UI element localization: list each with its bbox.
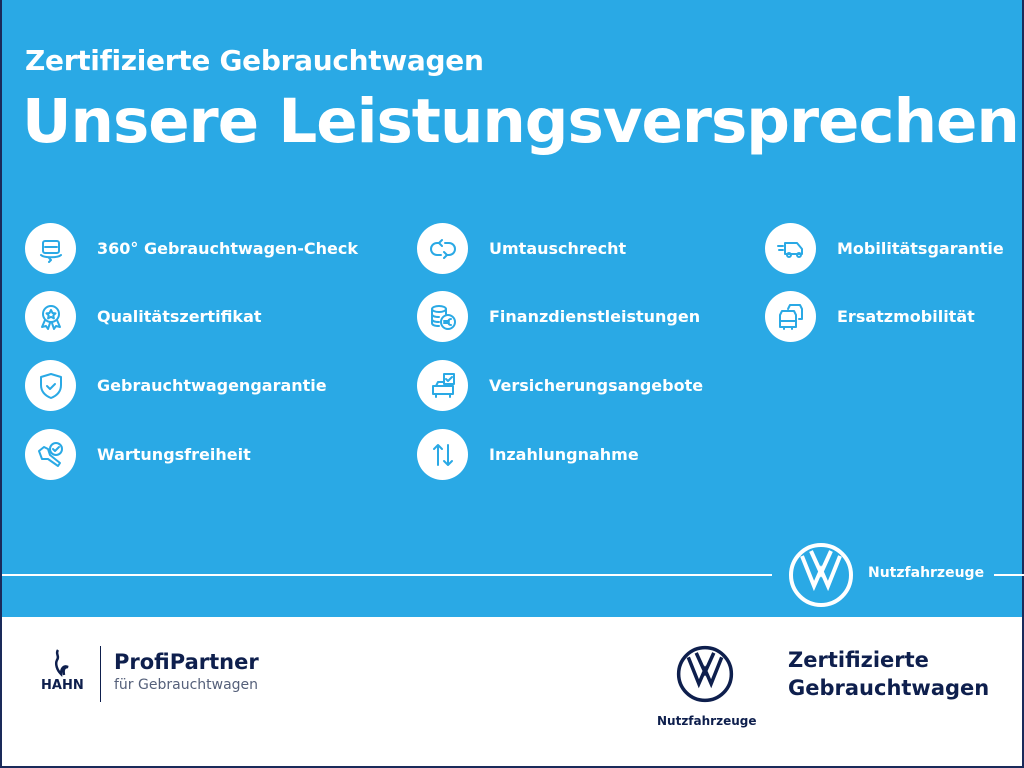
divider-line	[994, 574, 1024, 576]
shield-check-icon	[25, 360, 76, 411]
brand-label: Nutzfahrzeuge	[868, 565, 985, 581]
partner-subtitle: für Gebrauchtwagen	[114, 677, 259, 693]
exchange-arrows-icon	[417, 223, 468, 274]
service-item: Qualitätszertifikat	[25, 291, 262, 342]
service-label: 360° Gebrauchtwagen-Check	[97, 239, 359, 258]
service-label: Versicherungsangebote	[489, 376, 704, 395]
wrench-check-icon	[25, 429, 76, 480]
service-label: Ersatzmobilität	[837, 307, 975, 326]
hero-panel: Zertifizierte Gebrauchtwagen Unsere Leis…	[0, 0, 1024, 617]
two-cars-icon	[765, 291, 816, 342]
service-item: Mobilitätsgarantie	[765, 223, 1004, 274]
service-item: 360° Gebrauchtwagen-Check	[25, 223, 358, 274]
service-item: Gebrauchtwagengarantie	[25, 360, 327, 411]
service-item: Versicherungsangebote	[417, 360, 703, 411]
vw-logo-icon	[676, 645, 734, 703]
logo-separator	[100, 646, 101, 702]
page-title: Unsere Leistungsversprechen	[22, 86, 1020, 157]
partner-title: ProfiPartner	[114, 650, 259, 674]
certified-label: Zertifizierte Gebrauchtwagen	[788, 646, 989, 702]
service-item: Ersatzmobilität	[765, 291, 975, 342]
service-item: Finanzdienstleistungen	[417, 291, 700, 342]
service-item: Wartungsfreiheit	[25, 429, 251, 480]
certified-line1: Zertifizierte	[788, 648, 929, 672]
footer	[0, 617, 1024, 768]
up-down-arrows-icon	[417, 429, 468, 480]
vw-logo-icon	[789, 543, 853, 607]
certified-line2: Gebrauchtwagen	[788, 676, 990, 700]
service-item: Umtauschrecht	[417, 223, 626, 274]
service-label: Gebrauchtwagengarantie	[97, 376, 327, 395]
service-label: Inzahlungnahme	[489, 445, 639, 464]
service-label: Umtauschrecht	[489, 239, 627, 258]
service-label: Wartungsfreiheit	[97, 445, 251, 464]
vw-label: Nutzfahrzeuge	[657, 714, 757, 728]
divider-line	[2, 574, 772, 576]
car-document-icon	[417, 360, 468, 411]
hahn-logo-icon	[54, 649, 69, 678]
award-star-icon	[25, 291, 76, 342]
dealer-logo-text: HAHN	[41, 678, 84, 693]
coins-euro-icon	[417, 291, 468, 342]
subtitle: Zertifizierte Gebrauchtwagen	[25, 44, 484, 77]
service-label: Qualitätszertifikat	[97, 307, 262, 326]
service-label: Finanzdienstleistungen	[489, 307, 701, 326]
car-360-icon	[25, 223, 76, 274]
van-speed-icon	[765, 223, 816, 274]
service-item: Inzahlungnahme	[417, 429, 639, 480]
service-label: Mobilitätsgarantie	[837, 239, 1004, 258]
